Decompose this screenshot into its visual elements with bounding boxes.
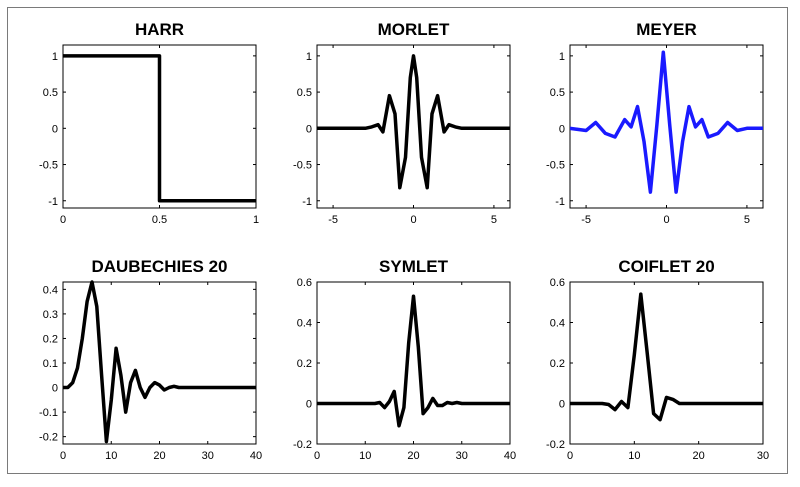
- subplot-1: MORLET -5 0 5 -1 -0.5 0 0.5 1: [293, 20, 511, 226]
- y-tick-label: 0.3: [43, 309, 58, 321]
- x-tick-label: -5: [328, 214, 338, 226]
- x-tick-label: 0: [663, 214, 669, 226]
- x-tick-label: 20: [153, 450, 165, 462]
- x-tick-label: 0.5: [152, 214, 167, 226]
- plot-title: COIFLET 20: [618, 257, 714, 276]
- plot-title: DAUBECHIES 20: [91, 257, 227, 276]
- series-line: [317, 294, 510, 428]
- x-tick-label: 1: [253, 214, 259, 226]
- series-line: [63, 280, 256, 444]
- y-tick-label: -0.5: [293, 160, 312, 172]
- y-tick-label: -0.2: [39, 432, 58, 444]
- subplot-2: MEYER -5 0 5 -1 -0.5 0 0.5 1: [546, 20, 764, 226]
- y-tick-label: 0.5: [550, 87, 565, 99]
- y-tick-label: 0.4: [43, 284, 58, 296]
- plot-title: MORLET: [378, 20, 450, 39]
- series-line: [570, 292, 763, 422]
- y-tick-label: 0: [559, 399, 565, 411]
- y-tick-label: 0.6: [550, 277, 565, 289]
- y-tick-label: -0.1: [39, 407, 58, 419]
- y-tick-label: -0.5: [546, 160, 565, 172]
- axes-box: [569, 281, 764, 445]
- x-tick-label: 20: [407, 450, 419, 462]
- x-tick-label: 0: [60, 214, 66, 226]
- x-tick-label: 0: [60, 450, 66, 462]
- axes-box: [62, 281, 257, 445]
- y-tick-label: 0.6: [297, 277, 312, 289]
- x-tick-label: 5: [744, 214, 750, 226]
- y-tick-label: 1: [306, 51, 312, 63]
- x-tick-label: 10: [105, 450, 117, 462]
- figure-frame: [7, 7, 788, 474]
- y-tick-label: -0.5: [39, 160, 58, 172]
- y-tick-label: 0.4: [297, 318, 312, 330]
- y-tick-label: 0.5: [43, 87, 58, 99]
- y-tick-label: -0.2: [293, 439, 312, 451]
- x-tick-label: 40: [250, 450, 262, 462]
- series-line: [317, 54, 510, 190]
- y-tick-label: 0.2: [550, 358, 565, 370]
- y-tick-label: -1: [48, 196, 58, 208]
- y-tick-label: 0: [306, 123, 312, 135]
- y-tick-label: -1: [555, 196, 565, 208]
- y-tick-label: 0.2: [43, 333, 58, 345]
- x-tick-label: 0: [410, 214, 416, 226]
- x-tick-label: 30: [456, 450, 468, 462]
- x-tick-label: 0: [567, 450, 573, 462]
- x-tick-label: 10: [359, 450, 371, 462]
- x-tick-label: 40: [504, 450, 516, 462]
- y-tick-label: 0.5: [297, 87, 312, 99]
- y-tick-label: 1: [559, 51, 565, 63]
- y-tick-label: -0.2: [546, 439, 565, 451]
- x-tick-label: 5: [491, 214, 497, 226]
- subplot-5: COIFLET 200 10 20 30-0.200.20.40.6: [546, 257, 769, 462]
- x-tick-label: 0: [314, 450, 320, 462]
- plot-title: SYMLET: [379, 257, 449, 276]
- y-tick-label: 1: [52, 51, 58, 63]
- x-tick-label: 30: [757, 450, 769, 462]
- plot-title: MEYER: [636, 20, 696, 39]
- y-tick-label: 0: [52, 123, 58, 135]
- x-tick-label: 10: [628, 450, 640, 462]
- x-tick-label: -5: [581, 214, 591, 226]
- y-tick-label: 0: [306, 399, 312, 411]
- subplot-0: HARR 0 0.5 1 -1 -0.5 0 0.5 1: [39, 20, 259, 226]
- y-tick-label: 0.4: [550, 318, 565, 330]
- x-tick-label: 30: [202, 450, 214, 462]
- y-tick-label: 0: [559, 123, 565, 135]
- series-line: [63, 54, 256, 203]
- axes-box: [316, 44, 511, 209]
- subplot-3: DAUBECHIES 20 0 10 20 30 40 -0.2 -0.1 0 0.1 0.2 0.3…: [39, 257, 262, 462]
- plot-title: HARR: [135, 20, 184, 39]
- y-tick-label: -1: [302, 196, 312, 208]
- y-tick-label: 0.1: [43, 358, 58, 370]
- series-line: [570, 50, 763, 194]
- y-tick-label: 0.2: [297, 358, 312, 370]
- x-tick-label: 20: [693, 450, 705, 462]
- y-tick-label: 0: [52, 383, 58, 395]
